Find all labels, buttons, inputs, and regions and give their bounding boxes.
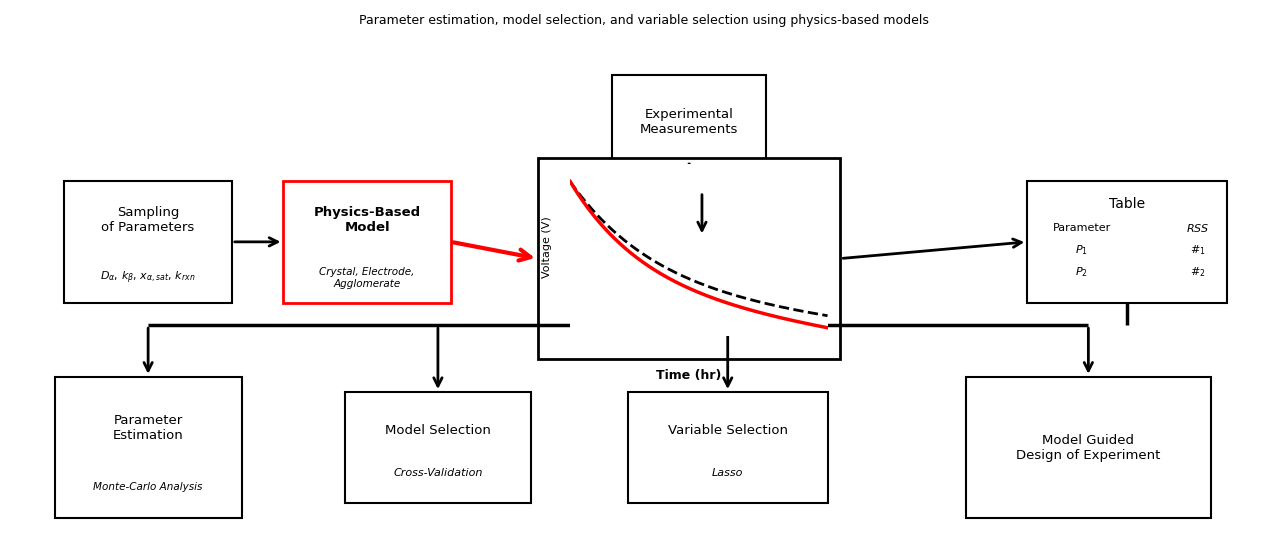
FancyBboxPatch shape [55, 377, 242, 518]
FancyBboxPatch shape [966, 377, 1211, 518]
Text: Monte-Carlo Analysis: Monte-Carlo Analysis [94, 481, 202, 492]
Text: Parameter estimation, model selection, and variable selection using physics-base: Parameter estimation, model selection, a… [359, 14, 929, 27]
Text: Sampling
of Parameters: Sampling of Parameters [102, 206, 194, 234]
Text: Parameter: Parameter [1052, 223, 1112, 233]
Text: Time (hr): Time (hr) [657, 369, 721, 382]
FancyBboxPatch shape [538, 158, 840, 359]
Text: Voltage (V): Voltage (V) [542, 216, 551, 279]
Text: $P_1$: $P_1$ [1075, 244, 1088, 257]
Text: Physics-Based
Model: Physics-Based Model [313, 206, 421, 234]
Text: $P_2$: $P_2$ [1075, 266, 1088, 279]
Text: $RSS$: $RSS$ [1186, 222, 1209, 234]
FancyBboxPatch shape [612, 75, 766, 170]
Text: Model Selection: Model Selection [385, 424, 491, 438]
FancyBboxPatch shape [345, 392, 531, 503]
Text: $\#_2$: $\#_2$ [1190, 266, 1206, 279]
Text: Lasso: Lasso [712, 468, 743, 478]
Text: Table: Table [1109, 197, 1145, 211]
FancyBboxPatch shape [64, 181, 232, 303]
Text: $\#_1$: $\#_1$ [1190, 244, 1206, 257]
FancyBboxPatch shape [627, 392, 827, 503]
Text: Cross-Validation: Cross-Validation [393, 468, 483, 478]
Text: Parameter
Estimation: Parameter Estimation [113, 414, 183, 442]
Text: Model Guided
Design of Experiment: Model Guided Design of Experiment [1016, 434, 1160, 461]
FancyBboxPatch shape [283, 181, 451, 303]
Text: $D_{\alpha}$, $k_{\beta}$, $x_{\alpha,sat}$, $k_{rxn}$: $D_{\alpha}$, $k_{\beta}$, $x_{\alpha,sa… [100, 270, 196, 286]
FancyBboxPatch shape [1028, 181, 1226, 303]
Text: Variable Selection: Variable Selection [667, 424, 788, 438]
Text: Crystal, Electrode,
Agglomerate: Crystal, Electrode, Agglomerate [319, 267, 415, 289]
Text: Experimental
Measurements: Experimental Measurements [640, 108, 738, 136]
